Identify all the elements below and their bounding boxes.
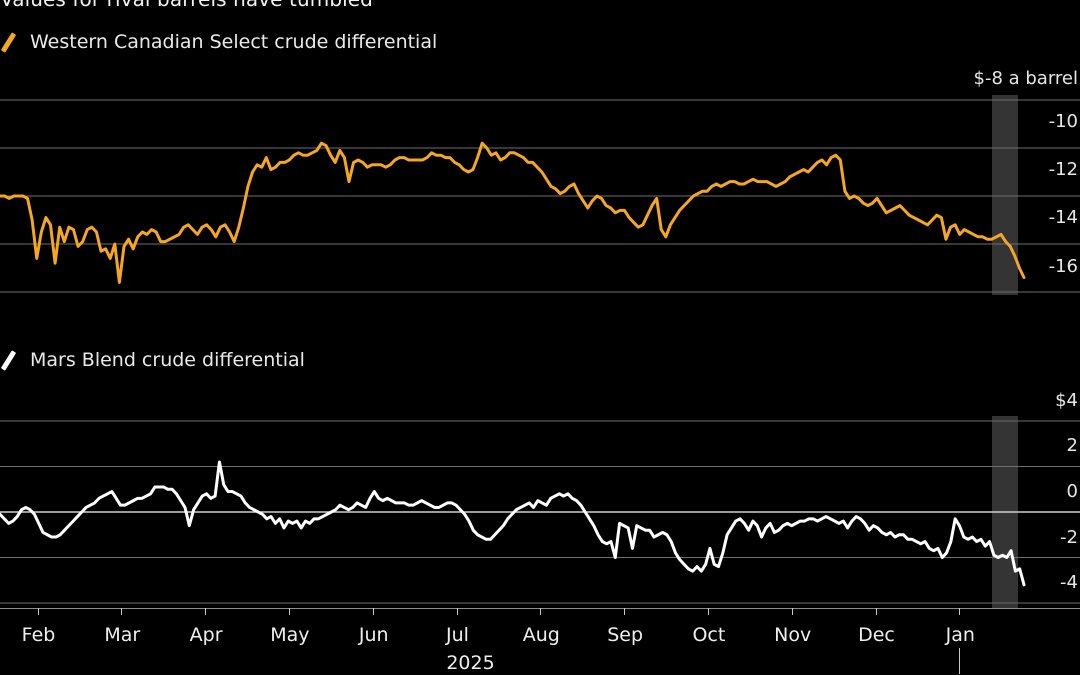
highlight-band (992, 95, 1018, 295)
x-tick-label-jun: Jun (358, 624, 389, 646)
ylabel-wcs-2: -12 (1048, 159, 1078, 180)
x-tick-label-sep: Sep (607, 624, 643, 646)
gridlines-wcs (0, 99, 1080, 293)
chart-panel-wcs (0, 95, 1080, 295)
plot-area-wcs (0, 95, 1080, 295)
x-tick (121, 608, 123, 615)
wcs-series-line (0, 141, 1026, 284)
x-tick-label-oct: Oct (692, 624, 726, 646)
legend-label-mars: Mars Blend crude differential (30, 349, 305, 371)
x-tick (707, 608, 709, 615)
orange-slash-icon (0, 32, 18, 52)
ylabel-wcs-1: -10 (1048, 111, 1078, 132)
ylabel-wcs-top: $-8 a barrel (973, 68, 1079, 89)
ylabel-wcs-3: -14 (1048, 207, 1078, 228)
x-tick (288, 608, 290, 615)
x-axis-line (0, 608, 1080, 609)
ylabel-wcs-4: -16 (1048, 256, 1078, 277)
wcs-line-svg (0, 95, 1080, 295)
legend-mars: Mars Blend crude differential (0, 348, 305, 372)
legend-label-wcs: Western Canadian Select crude differenti… (30, 31, 438, 53)
x-tick (540, 608, 542, 615)
x-tick-label-may: May (270, 624, 310, 646)
x-tick (205, 608, 207, 615)
ylabel-mars-3: -2 (1060, 527, 1078, 548)
x-tick (456, 608, 458, 615)
x-tick (791, 608, 793, 615)
ylabel-mars-1: 2 (1066, 435, 1078, 456)
x-year-tick (959, 648, 961, 674)
x-tick-label-jul: Jul (446, 624, 469, 646)
plot-area-mars (0, 416, 1080, 608)
x-tick-label-apr: Apr (189, 624, 223, 646)
x-axis: Feb Mar Apr May Jun Jul 2025 Aug Sep Oct Nov Dec Jan (0, 608, 1080, 675)
x-tick-label-mar: Mar (104, 624, 141, 646)
ylabel-mars-4: -4 (1060, 572, 1078, 593)
x-tick (959, 608, 961, 615)
x-tick-label-dec: Dec (858, 624, 895, 646)
page-title: Values for rival barrels have tumbled (0, 0, 373, 11)
x-tick-label-jan: Jan (945, 624, 975, 646)
mars-series-line (0, 460, 1026, 587)
x-year-label: 2025 (446, 652, 495, 674)
chart-panel-mars (0, 416, 1080, 608)
x-tick (372, 608, 374, 615)
x-tick-label-feb: Feb (21, 624, 56, 646)
gridlines-mars (0, 420, 1080, 604)
x-tick (624, 608, 626, 615)
white-slash-icon (0, 350, 18, 370)
ylabel-mars-2: 0 (1066, 481, 1078, 502)
mars-line-svg (0, 416, 1080, 608)
x-tick (37, 608, 39, 615)
ylabel-mars-top: $4 (1055, 390, 1078, 411)
legend-wcs: Western Canadian Select crude differenti… (0, 30, 437, 54)
x-tick-label-nov: Nov (774, 624, 812, 646)
x-tick (875, 608, 877, 615)
x-tick-label-aug: Aug (522, 624, 560, 646)
